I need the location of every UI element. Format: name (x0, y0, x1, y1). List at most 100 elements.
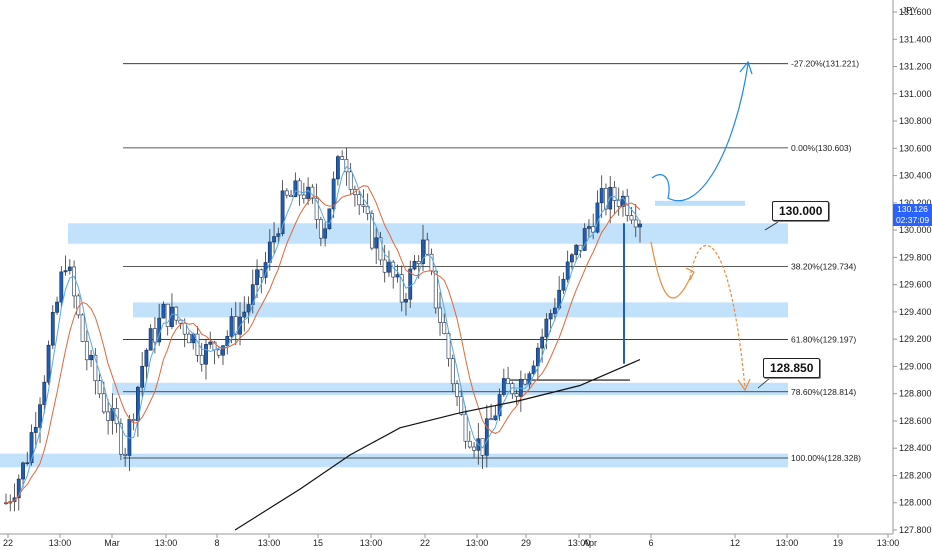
candle-body (297, 180, 302, 196)
candle-body (604, 188, 608, 210)
candle-body (63, 270, 68, 273)
candle-body (578, 244, 583, 251)
time-axis: 22 13:00 Mar 13:00 8 13:00 15 13:00 22 13:00 29 13:… (3, 534, 899, 548)
candle-body (106, 411, 111, 421)
time-tick-label: 29 (521, 538, 531, 548)
candle-body (616, 200, 621, 207)
candle-body (144, 349, 149, 367)
candle-body (455, 383, 459, 397)
bullish-arrowhead (739, 60, 753, 75)
candle-body (506, 378, 510, 384)
badge-pointer (757, 377, 771, 389)
price-tick-label: 129.600 (899, 280, 932, 290)
candle-body (463, 413, 468, 442)
candle-body (621, 195, 625, 207)
candle-body (174, 306, 179, 321)
candle-body (50, 312, 55, 346)
long-term-moving-average (234, 359, 641, 531)
candle-body (38, 404, 42, 428)
candle-body (421, 239, 425, 264)
time-tick-label: 19 (833, 538, 843, 548)
fast-moving-average (5, 165, 641, 504)
candle-body (93, 354, 98, 382)
candle-body (408, 268, 413, 300)
fib-label: 78.60%(128.814) (791, 387, 856, 397)
time-tick-label: 13:00 (258, 538, 281, 548)
time-tick-label: 6 (648, 538, 653, 548)
candle-body (165, 303, 170, 327)
price-tick-label: 130.800 (899, 116, 932, 126)
price-tick-label: 131.600 (899, 7, 932, 17)
candle-body (178, 319, 183, 324)
candle-body (587, 226, 591, 229)
candle-body (246, 304, 251, 313)
candle-body (153, 328, 157, 343)
candle-body (344, 159, 349, 173)
candle-body (255, 269, 259, 285)
candle-body (638, 223, 642, 228)
candle-body (565, 261, 570, 280)
candle-body (450, 358, 455, 385)
candle-body (382, 259, 387, 273)
candle-body (97, 380, 102, 395)
candle-body (118, 423, 123, 455)
candle-body (46, 344, 51, 383)
bearish-pullback-path (650, 241, 695, 299)
key-level-badge-lower: 128.850 (763, 358, 821, 378)
candle-body (446, 333, 451, 359)
candle-body (335, 156, 340, 180)
price-zone (0, 453, 788, 468)
candle-body (33, 427, 38, 433)
candle-body (548, 313, 553, 320)
candle-body (404, 298, 408, 303)
candle-body (323, 228, 328, 239)
price-tick-label: 127.800 (899, 525, 932, 535)
candle-body (459, 396, 464, 415)
candle-body (148, 328, 153, 351)
projection-arrows (650, 60, 779, 392)
candle-body (574, 244, 579, 256)
price-tick-label: 131.400 (899, 34, 932, 44)
candle-body (55, 301, 59, 313)
time-tick-label: Apr (583, 538, 597, 548)
candle-body (29, 432, 34, 464)
candle-body (348, 171, 353, 190)
candle-body (514, 393, 519, 397)
price-tick-label: 128.400 (899, 443, 932, 453)
candle-body (493, 415, 498, 421)
time-tick-label: 15 (313, 538, 323, 548)
fib-label: 0.00%(130.603) (791, 143, 852, 153)
candle-body (633, 219, 638, 228)
candle-body (25, 462, 30, 465)
candle-body (489, 418, 493, 421)
fib-label: 38.20%(129.734) (791, 261, 856, 271)
time-tick-label: 12 (730, 538, 740, 548)
price-tick-label: 128.800 (899, 389, 932, 399)
candle-body (301, 194, 306, 199)
candle-body (442, 322, 447, 334)
time-tick-label: Mar (104, 538, 120, 548)
candle-body (357, 194, 362, 206)
candle-body (306, 186, 311, 199)
candle-body (84, 341, 89, 361)
candle-body (374, 237, 379, 249)
candle-body (544, 318, 549, 338)
target-zone (655, 200, 745, 206)
price-tick-label: 128.000 (899, 498, 932, 508)
candle-body (59, 271, 64, 303)
bearish-projection-path (689, 245, 746, 389)
candle-body (535, 347, 540, 367)
time-tick-label: 22 (420, 538, 430, 548)
candle-body (140, 365, 145, 388)
fib-label: 61.80%(129.197) (791, 335, 856, 345)
price-tick-label: 130.000 (899, 225, 932, 235)
candle-body (327, 208, 332, 230)
candle-body (289, 194, 293, 198)
candle-body (242, 311, 247, 318)
candle-body (484, 418, 489, 456)
price-axis: 131.600 131.400 131.200 131.000 130.800 130.6… (893, 7, 932, 535)
candle-body (80, 314, 85, 342)
time-tick-label: 13:00 (776, 538, 799, 548)
candlesticks (4, 147, 642, 512)
